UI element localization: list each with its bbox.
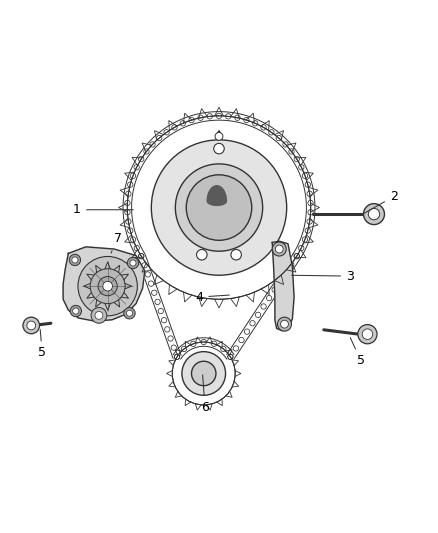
Circle shape [231,249,241,260]
Circle shape [362,329,373,340]
Circle shape [358,325,377,344]
Text: 3: 3 [292,270,354,282]
Circle shape [72,257,78,263]
Circle shape [186,175,252,240]
Circle shape [276,245,283,253]
Circle shape [90,269,125,304]
Circle shape [78,256,138,316]
Text: 5: 5 [38,329,46,359]
Circle shape [127,310,133,316]
Circle shape [281,320,288,328]
Circle shape [73,308,79,314]
Circle shape [278,317,291,331]
Circle shape [214,143,224,154]
Circle shape [368,208,380,220]
Circle shape [197,249,207,260]
Text: 5: 5 [350,337,365,367]
Circle shape [70,305,81,317]
Circle shape [98,277,117,296]
Circle shape [91,308,107,323]
Text: 7: 7 [111,232,122,253]
Circle shape [151,140,287,275]
Text: 4: 4 [195,290,230,304]
Polygon shape [272,241,294,330]
Circle shape [215,133,223,140]
Text: 2: 2 [361,190,398,215]
Text: 1: 1 [73,203,133,216]
Circle shape [103,281,113,291]
Circle shape [23,317,39,334]
Circle shape [364,204,385,224]
Circle shape [69,254,81,265]
Circle shape [124,308,135,319]
Polygon shape [63,247,145,321]
Circle shape [191,361,216,386]
Circle shape [127,257,139,269]
Polygon shape [207,185,226,205]
Circle shape [272,242,286,256]
Circle shape [27,321,35,330]
Text: 6: 6 [201,375,209,414]
Circle shape [182,352,226,395]
Circle shape [175,164,263,251]
Circle shape [130,260,136,266]
Circle shape [95,311,103,319]
